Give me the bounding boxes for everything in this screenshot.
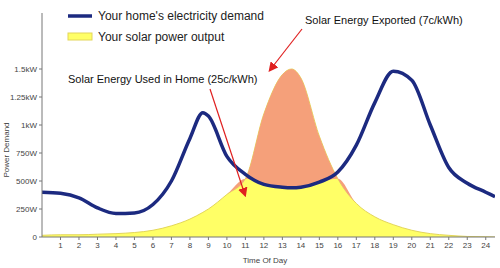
svg-text:0: 0 (33, 233, 38, 242)
svg-text:1kW: 1kW (21, 121, 37, 130)
svg-text:500W: 500W (16, 177, 37, 186)
svg-text:8: 8 (188, 241, 193, 250)
svg-text:18: 18 (370, 241, 379, 250)
svg-text:21: 21 (426, 241, 435, 250)
svg-text:1.5kW: 1.5kW (14, 65, 37, 74)
svg-text:Solar Energy Used in Home (25c: Solar Energy Used in Home (25c/kWh) (68, 73, 258, 85)
svg-text:7: 7 (169, 241, 174, 250)
svg-text:15: 15 (315, 241, 324, 250)
svg-text:17: 17 (352, 241, 361, 250)
svg-text:9: 9 (206, 241, 211, 250)
svg-text:1: 1 (58, 241, 63, 250)
svg-text:Your solar power output: Your solar power output (98, 30, 225, 44)
svg-text:23: 23 (463, 241, 472, 250)
svg-text:13: 13 (278, 241, 287, 250)
svg-text:Time Of Day: Time Of Day (243, 256, 288, 265)
svg-text:10: 10 (222, 241, 231, 250)
svg-text:250W: 250W (16, 205, 37, 214)
svg-text:20: 20 (407, 241, 416, 250)
svg-text:22: 22 (444, 241, 453, 250)
svg-text:1.25kW: 1.25kW (10, 93, 38, 102)
svg-text:4: 4 (114, 241, 119, 250)
svg-text:19: 19 (389, 241, 398, 250)
svg-text:Solar Energy Exported (7c/kWh): Solar Energy Exported (7c/kWh) (305, 14, 463, 26)
svg-text:2: 2 (77, 241, 82, 250)
svg-text:14: 14 (296, 241, 305, 250)
svg-text:6: 6 (151, 241, 156, 250)
svg-text:Power Demand: Power Demand (8, 122, 11, 177)
svg-text:11: 11 (241, 241, 250, 250)
svg-text:16: 16 (333, 241, 342, 250)
svg-text:5: 5 (132, 241, 137, 250)
svg-text:3: 3 (95, 241, 100, 250)
svg-text:Your home's electricity demand: Your home's electricity demand (98, 9, 264, 23)
svg-text:24: 24 (481, 241, 490, 250)
svg-text:750W: 750W (16, 149, 37, 158)
svg-text:12: 12 (259, 241, 268, 250)
